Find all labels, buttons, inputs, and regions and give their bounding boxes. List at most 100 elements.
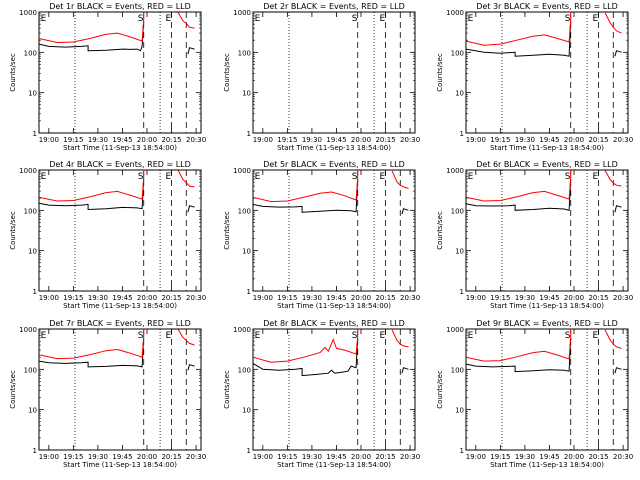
y-axis-label: Counts/sec (9, 53, 17, 92)
event-marker-letter: E (468, 14, 474, 24)
y-tick-label: 1 (33, 447, 37, 455)
event-marker-letter: E (380, 14, 386, 24)
y-axis-label: Counts/sec (436, 211, 444, 250)
lld-series-line (604, 12, 622, 34)
y-tick-label: 1 (247, 447, 251, 455)
panel-8: Det 8r BLACK = Events, RED = LLD 1 10 100 10… (223, 319, 420, 469)
x-tick-label: 19:15 (490, 453, 510, 461)
lld-series-line (604, 170, 622, 187)
event-marker-letter: E (380, 331, 386, 341)
panel-3: Det 3r BLACK = Events, RED = LLD 1 10 100 10… (436, 2, 633, 152)
x-tick-label: 19:00 (466, 136, 486, 144)
x-axis-label: Start Time (11-Sep-13 18:54:00) (490, 144, 604, 152)
x-tick-label: 20:00 (351, 136, 371, 144)
y-tick-label: 100 (24, 49, 37, 57)
x-tick-label: 19:15 (63, 453, 83, 461)
y-tick-label: 10 (242, 407, 251, 415)
event-marker-letter: E (380, 172, 386, 182)
y-tick-label: 10 (455, 407, 464, 415)
y-tick-label: 1000 (233, 167, 251, 175)
y-axis-label: Counts/sec (223, 53, 231, 92)
x-tick-label: 20:00 (564, 294, 584, 302)
plot-frame (252, 169, 416, 292)
x-tick-label: 19:00 (39, 136, 59, 144)
event-marker-letter: E (166, 172, 172, 182)
plot-frame (38, 328, 202, 451)
event-marker-letter: E (593, 14, 599, 24)
x-tick-label: 19:00 (253, 453, 273, 461)
panel-5: Det 5r BLACK = Events, RED = LLD 1 10 100 10… (223, 160, 420, 310)
y-tick-label: 1000 (446, 167, 464, 175)
x-tick-label: 20:30 (613, 136, 633, 144)
y-axis-label: Counts/sec (9, 211, 17, 250)
lld-series-line (177, 170, 195, 188)
lld-series-line (604, 329, 622, 349)
x-tick-label: 19:45 (326, 453, 346, 461)
x-tick-label: 19:30 (302, 136, 322, 144)
x-tick-label: 20:00 (564, 136, 584, 144)
x-tick-label: 19:30 (88, 136, 108, 144)
event-marker-letter: S (138, 14, 144, 24)
plot-frame (38, 11, 202, 134)
event-marker-letter: S (352, 331, 358, 341)
lld-series-line (38, 12, 145, 44)
panel-title: Det 3r BLACK = Events, RED = LLD (476, 2, 618, 11)
x-tick-label: 19:30 (515, 294, 535, 302)
y-tick-label: 10 (242, 248, 251, 256)
panel-title: Det 2r BLACK = Events, RED = LLD (263, 2, 405, 11)
x-tick-label: 19:15 (63, 136, 83, 144)
x-tick-label: 19:45 (539, 294, 559, 302)
y-axis-label: Counts/sec (223, 211, 231, 250)
y-tick-label: 1 (33, 288, 37, 296)
events-series-line (614, 50, 622, 57)
x-tick-label: 19:15 (63, 294, 83, 302)
x-axis-label: Start Time (11-Sep-13 18:54:00) (277, 302, 391, 310)
y-tick-label: 10 (28, 90, 37, 98)
event-marker-letter: E (468, 172, 474, 182)
lld-series-line (177, 329, 195, 346)
y-tick-label: 1 (247, 130, 251, 138)
x-tick-label: 19:15 (277, 136, 297, 144)
events-series-line (252, 178, 359, 213)
events-series-line (38, 20, 145, 52)
x-tick-label: 19:00 (466, 294, 486, 302)
event-marker-letter: E (41, 14, 47, 24)
event-marker-letter: S (565, 14, 571, 24)
x-tick-label: 19:15 (490, 294, 510, 302)
x-tick-label: 20:30 (186, 136, 206, 144)
x-tick-label: 19:30 (88, 294, 108, 302)
x-tick-label: 20:15 (588, 136, 608, 144)
panel-title: Det 8r BLACK = Events, RED = LLD (263, 319, 405, 328)
y-tick-label: 100 (238, 366, 251, 374)
x-tick-label: 19:00 (466, 453, 486, 461)
y-tick-label: 1000 (233, 9, 251, 17)
x-tick-label: 20:15 (375, 294, 395, 302)
x-tick-label: 20:15 (588, 453, 608, 461)
y-tick-label: 100 (451, 207, 464, 215)
panel-6: Det 6r BLACK = Events, RED = LLD 1 10 100 10… (436, 160, 633, 310)
x-axis-label: Start Time (11-Sep-13 18:54:00) (63, 302, 177, 310)
lld-series-line (391, 329, 409, 348)
y-tick-label: 1000 (19, 326, 37, 334)
y-tick-label: 10 (28, 248, 37, 256)
lld-series-line (465, 329, 572, 362)
event-marker-letter: S (352, 172, 358, 182)
plot-frame (38, 169, 202, 292)
event-marker-letter: E (166, 331, 172, 341)
event-marker-letter: E (255, 172, 261, 182)
event-marker-letter: E (41, 172, 47, 182)
x-tick-label: 20:00 (351, 453, 371, 461)
x-axis-label: Start Time (11-Sep-13 18:54:00) (490, 461, 604, 469)
y-tick-label: 100 (238, 49, 251, 57)
x-tick-label: 20:30 (400, 453, 420, 461)
x-tick-label: 19:30 (88, 453, 108, 461)
x-tick-label: 19:45 (112, 453, 132, 461)
panel-title: Det 9r BLACK = Events, RED = LLD (476, 319, 618, 328)
y-tick-label: 1000 (446, 326, 464, 334)
plot-frame (465, 11, 629, 134)
y-tick-label: 1 (247, 288, 251, 296)
x-tick-label: 19:45 (326, 136, 346, 144)
x-tick-label: 19:30 (515, 453, 535, 461)
panel-7: Det 7r BLACK = Events, RED = LLD 1 10 100 10… (9, 319, 206, 469)
